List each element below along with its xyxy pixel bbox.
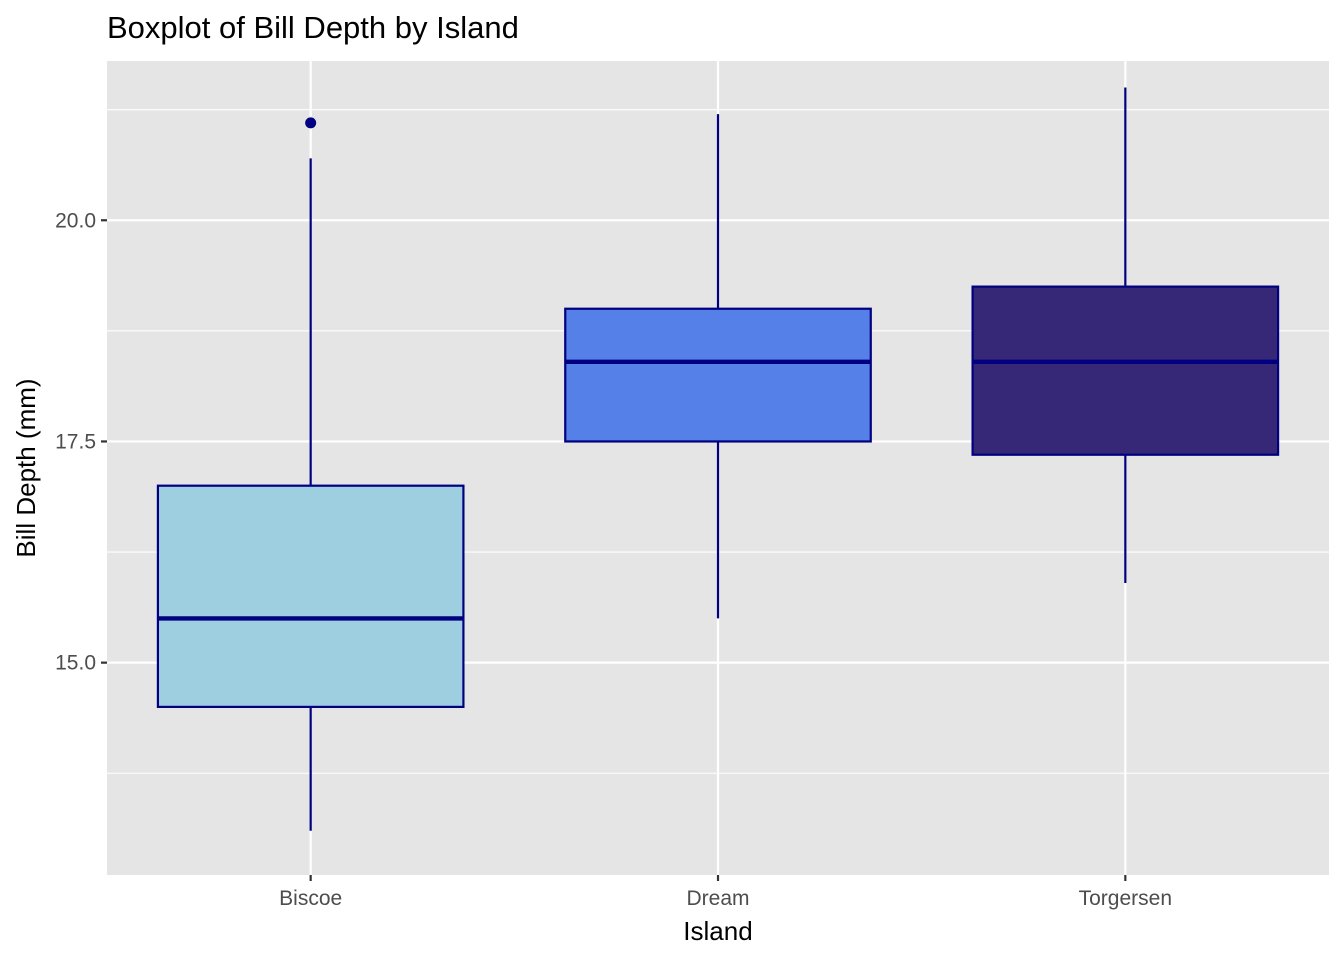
y-tick-label: 15.0 — [55, 652, 96, 675]
x-axis-title: Island — [683, 916, 752, 946]
box-biscoe — [156, 117, 465, 831]
outlier-point — [305, 117, 317, 129]
box-body — [156, 484, 465, 708]
box-body — [971, 285, 1280, 456]
x-tick-label: Biscoe — [279, 887, 342, 910]
box-body — [564, 307, 872, 443]
x-tick-label: Torgersen — [1079, 887, 1172, 910]
y-tick-label: 17.5 — [55, 430, 96, 453]
y-tick-label: 20.0 — [55, 209, 96, 232]
box-torgersen — [971, 87, 1280, 584]
y-axis-title: Bill Depth (mm) — [11, 378, 41, 557]
x-tick-label: Dream — [686, 887, 749, 910]
box-dream — [564, 114, 872, 619]
chart-title: Boxplot of Bill Depth by Island — [107, 10, 519, 45]
boxes — [156, 87, 1280, 831]
x-axis: Biscoe Dream Torgersen — [279, 875, 1172, 910]
y-axis: 15.0 17.5 20.0 — [55, 209, 107, 675]
